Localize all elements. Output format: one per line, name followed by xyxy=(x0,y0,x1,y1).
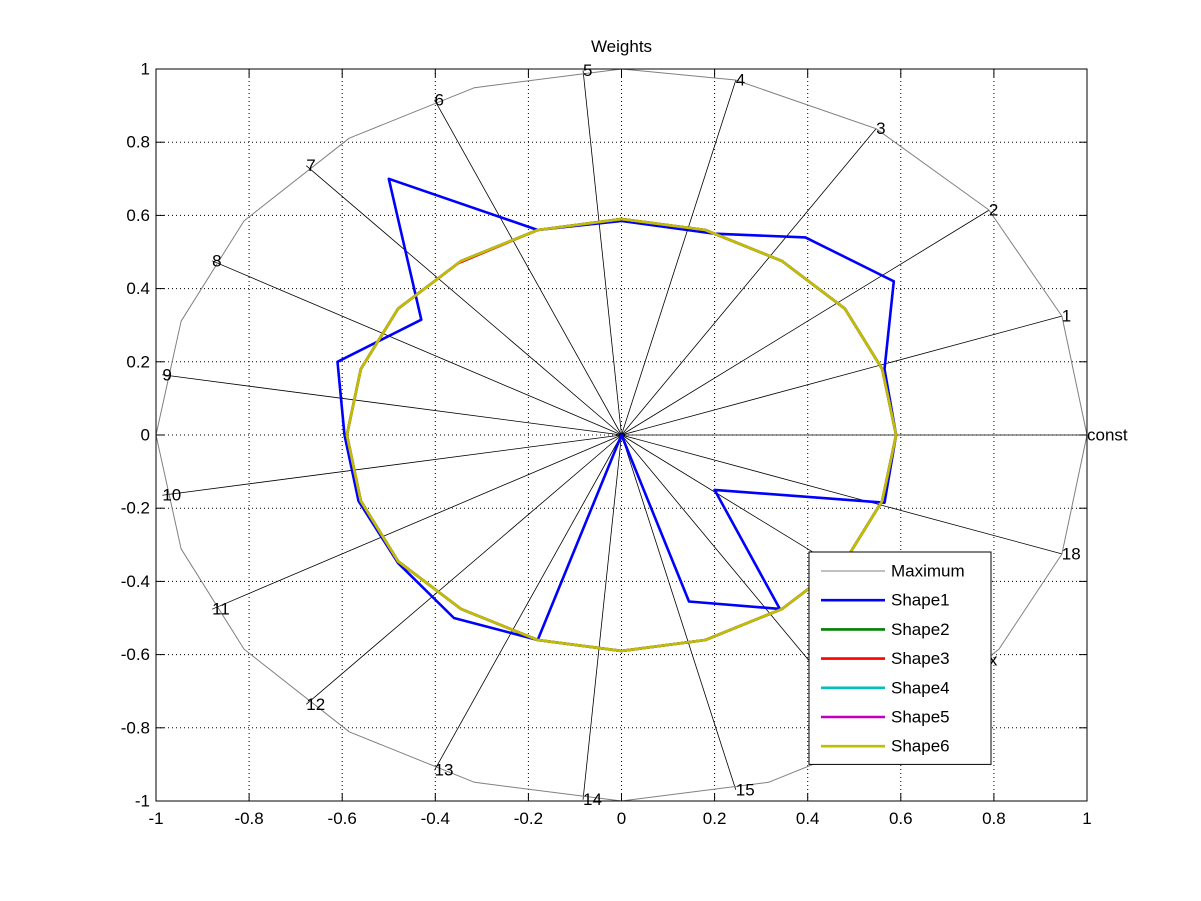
spoke-line xyxy=(621,80,737,436)
spoke-line xyxy=(162,434,622,496)
y-tick-label: -0.8 xyxy=(121,718,150,737)
x-tick-label: 1 xyxy=(1082,809,1091,828)
spoke-line xyxy=(621,315,1062,436)
legend-label: Shape5 xyxy=(891,708,950,727)
x-tick-label: 0 xyxy=(617,809,626,828)
series-line-shape6 xyxy=(345,217,898,653)
x-tick-label: 0.4 xyxy=(796,809,820,828)
spoke-label: 3 xyxy=(876,119,885,138)
spoke-label: 12 xyxy=(306,695,325,714)
legend-label: Shape3 xyxy=(891,649,950,668)
spoke-line xyxy=(434,99,622,436)
legend-label: Shape4 xyxy=(891,678,950,697)
spoke-label: 8 xyxy=(212,251,221,270)
spoke-label: 9 xyxy=(162,365,171,384)
spoke-line xyxy=(621,128,877,436)
spoke-label: 15 xyxy=(736,780,755,799)
y-tick-label: 0 xyxy=(141,426,150,445)
x-tick-label: 0.6 xyxy=(889,809,913,828)
x-tick-label: 0.8 xyxy=(982,809,1006,828)
y-tick-label: 0.6 xyxy=(126,206,150,225)
y-tick-label: -0.6 xyxy=(121,645,150,664)
y-tick-label: -1 xyxy=(135,792,150,811)
spoke-line xyxy=(162,374,622,436)
spoke-line xyxy=(621,434,737,790)
spoke-label: 11 xyxy=(212,600,230,619)
y-tick-label: -0.4 xyxy=(121,572,150,591)
x-tick-label: 0.2 xyxy=(703,809,727,828)
spoke-line xyxy=(305,434,622,705)
series-lines xyxy=(155,68,1088,802)
x-tick-label: -0.6 xyxy=(328,809,357,828)
spoke-label: 13 xyxy=(435,761,454,780)
y-tick-label: 0.4 xyxy=(126,279,150,298)
y-tick-label: 0.2 xyxy=(126,352,150,371)
spoke-line xyxy=(211,434,622,610)
spoke-line xyxy=(211,260,622,436)
series-line-shape1 xyxy=(336,177,898,642)
spoke-label: 18 xyxy=(1062,544,1081,563)
legend-label: Shape6 xyxy=(891,737,950,756)
spoke-label: 10 xyxy=(162,486,181,505)
spoke-line xyxy=(582,70,622,436)
spoke-line xyxy=(582,434,622,800)
spoke-label: 14 xyxy=(583,790,602,809)
spoke-line xyxy=(621,434,1062,555)
x-tick-label: -0.8 xyxy=(234,809,263,828)
y-tick-label: 0.8 xyxy=(126,133,150,152)
spoke-label: 1 xyxy=(1062,307,1071,326)
chart-title: Weights xyxy=(591,37,652,56)
legend: Maximum Shape1 Shape2 Shape3 Shape4 Shape5 Sha… xyxy=(808,551,992,765)
spoke-label: 5 xyxy=(583,61,592,80)
legend-label: Maximum xyxy=(891,562,965,581)
spoke-label: 6 xyxy=(435,90,444,109)
legend-label: Shape1 xyxy=(891,591,950,610)
spoke-label: 7 xyxy=(306,156,315,175)
spoke-line xyxy=(621,209,990,436)
x-tick-label: -0.4 xyxy=(421,809,450,828)
x-tick-label: -0.2 xyxy=(514,809,543,828)
legend-label: Shape2 xyxy=(891,620,950,639)
x-tick-label: -1 xyxy=(148,809,163,828)
y-tick-label: -0.2 xyxy=(121,499,150,518)
spoke-label: 4 xyxy=(736,71,745,90)
spoke-label: x xyxy=(989,650,998,669)
spoke-label: const xyxy=(1087,426,1128,445)
spoke-label: 2 xyxy=(989,201,998,220)
axis-ticks: -1 -0.8 -0.6 -0.4 -0.2 0 0.2 0.4 0.6 0.8 1 -1 -0.8 -0… xyxy=(121,60,1092,829)
spoke-line xyxy=(434,434,622,771)
y-tick-label: 1 xyxy=(141,60,150,79)
spoke-line xyxy=(305,165,622,436)
